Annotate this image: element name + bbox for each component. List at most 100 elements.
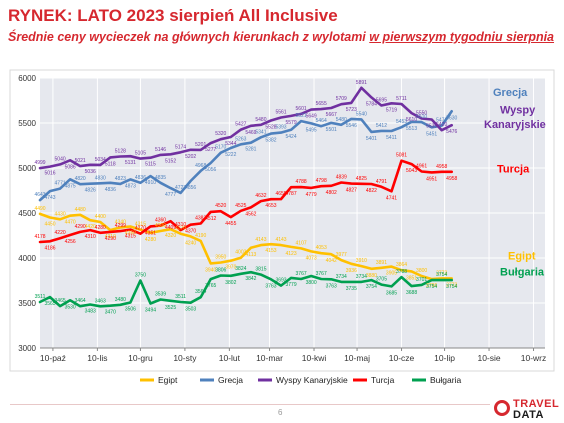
data-label: 4723 xyxy=(175,185,186,191)
data-label: 5464 xyxy=(316,118,327,124)
series-end-label: Bułgaria xyxy=(500,267,545,279)
data-label: 4190 xyxy=(195,233,206,239)
data-label: 4299 xyxy=(115,223,126,229)
data-label: 4310 xyxy=(175,222,186,228)
data-label: 3806 xyxy=(215,267,226,273)
data-label: 3463 xyxy=(95,298,106,304)
data-label: 4822 xyxy=(366,188,377,194)
data-label: 5174 xyxy=(175,144,186,150)
data-label: 5495 xyxy=(306,127,317,133)
data-label: 5540 xyxy=(356,111,367,117)
data-label: 4003 xyxy=(235,250,246,256)
data-label: 5471 xyxy=(436,118,447,124)
data-label: 3800 xyxy=(306,280,317,286)
data-label: 4370 xyxy=(185,229,196,235)
data-label: 5480 xyxy=(336,117,347,123)
data-label: 5891 xyxy=(356,80,367,86)
data-label: 3815 xyxy=(255,267,266,273)
data-label: 3506 xyxy=(125,306,136,312)
data-label: 4430 xyxy=(55,211,66,217)
x-tick-label: 10-maj xyxy=(344,353,370,363)
data-label: 4802 xyxy=(326,190,337,196)
data-label: 4042 xyxy=(326,258,337,264)
data-label: 3693 xyxy=(275,278,286,284)
legend-label: Bułgaria xyxy=(430,375,461,385)
data-label: 5427 xyxy=(235,122,246,128)
data-label: 5579 xyxy=(286,120,297,126)
x-tick-label: 10-sty xyxy=(173,353,197,363)
data-label: 3763 xyxy=(326,283,337,289)
data-label: 5561 xyxy=(275,110,286,116)
data-label: 3802 xyxy=(225,280,236,286)
x-tick-label: 10-lis xyxy=(87,353,107,363)
data-label: 3765 xyxy=(205,283,216,289)
subtitle-underlined: w pierwszym tygodniu sierpnia xyxy=(369,30,555,44)
data-label: 5469 xyxy=(245,130,256,136)
data-label: 3880 xyxy=(366,273,377,279)
data-label: 4315 xyxy=(135,222,146,228)
data-label: 3503 xyxy=(185,307,196,313)
data-label: 4178 xyxy=(34,234,45,240)
data-label: 4643 xyxy=(34,192,45,198)
data-label: 4910 xyxy=(145,180,156,186)
data-label: 4839 xyxy=(336,174,347,180)
data-label: 3539 xyxy=(155,291,166,297)
data-label: 5401 xyxy=(366,136,377,142)
data-label: 4310 xyxy=(85,234,96,240)
data-label: 5412 xyxy=(376,123,387,129)
data-label: 4073 xyxy=(306,255,317,261)
data-label: 4512 xyxy=(205,216,216,222)
data-label: 5043 xyxy=(406,168,417,174)
data-label: 3565 xyxy=(44,301,55,307)
data-label: 5146 xyxy=(155,147,166,153)
data-label: 5277 xyxy=(205,147,216,153)
travel-data-logo: TRAVEL DATA xyxy=(494,398,562,422)
logo-text-data: DATA xyxy=(513,409,544,421)
data-label: 3705 xyxy=(376,277,387,283)
series-end-label: Egipt xyxy=(508,250,536,262)
data-label: 4653 xyxy=(265,203,276,209)
page-number: 6 xyxy=(278,408,283,417)
data-label: 3465 xyxy=(55,298,66,304)
data-label: 4791 xyxy=(376,179,387,185)
data-label: 4999 xyxy=(34,160,45,166)
data-label: 4480 xyxy=(75,207,86,213)
data-label: 4280 xyxy=(145,237,156,243)
x-tick-label: 10-sie xyxy=(477,353,500,363)
series-line-0 xyxy=(38,212,454,281)
data-label: 5513 xyxy=(406,126,417,132)
data-label: 5528 xyxy=(265,124,276,130)
y-tick-label: 4000 xyxy=(18,254,36,263)
data-label: 4827 xyxy=(346,188,357,194)
data-label: 5263 xyxy=(235,136,246,142)
page-subtitle: Średnie ceny wycieczek na głównych kieru… xyxy=(8,30,554,44)
data-label: 5420 xyxy=(436,122,447,128)
data-label: 3483 xyxy=(85,309,96,315)
data-label: 4820 xyxy=(75,176,86,182)
data-label: 5152 xyxy=(165,158,176,164)
data-label: 3564 xyxy=(195,289,206,295)
data-label: 4053 xyxy=(316,245,327,251)
data-label: 4562 xyxy=(245,211,256,217)
data-label: 5411 xyxy=(386,135,397,141)
data-label: 4351 xyxy=(145,230,156,236)
data-label: 4280 xyxy=(95,225,106,231)
data-label: 4409 xyxy=(165,225,176,231)
data-label: 5719 xyxy=(386,107,397,113)
data-label: 5521 xyxy=(296,113,307,119)
data-label: 4290 xyxy=(105,236,116,242)
series-end-label: Wyspy xyxy=(500,105,536,117)
data-label: 3905 xyxy=(386,271,397,277)
data-label: 4779 xyxy=(306,192,317,198)
data-label: 4856 xyxy=(185,185,196,191)
data-label: 5320 xyxy=(215,131,226,137)
data-label: 4961 xyxy=(416,164,427,170)
data-label: 5281 xyxy=(245,147,256,153)
data-label: 5202 xyxy=(185,154,196,160)
data-label: 3936 xyxy=(346,268,357,274)
logo-text-travel: TRAVEL xyxy=(513,398,560,410)
data-label: 5501 xyxy=(326,127,337,133)
data-label: 5040 xyxy=(55,156,66,162)
data-label: 5476 xyxy=(446,129,457,135)
legend-label: Turcja xyxy=(371,375,395,385)
